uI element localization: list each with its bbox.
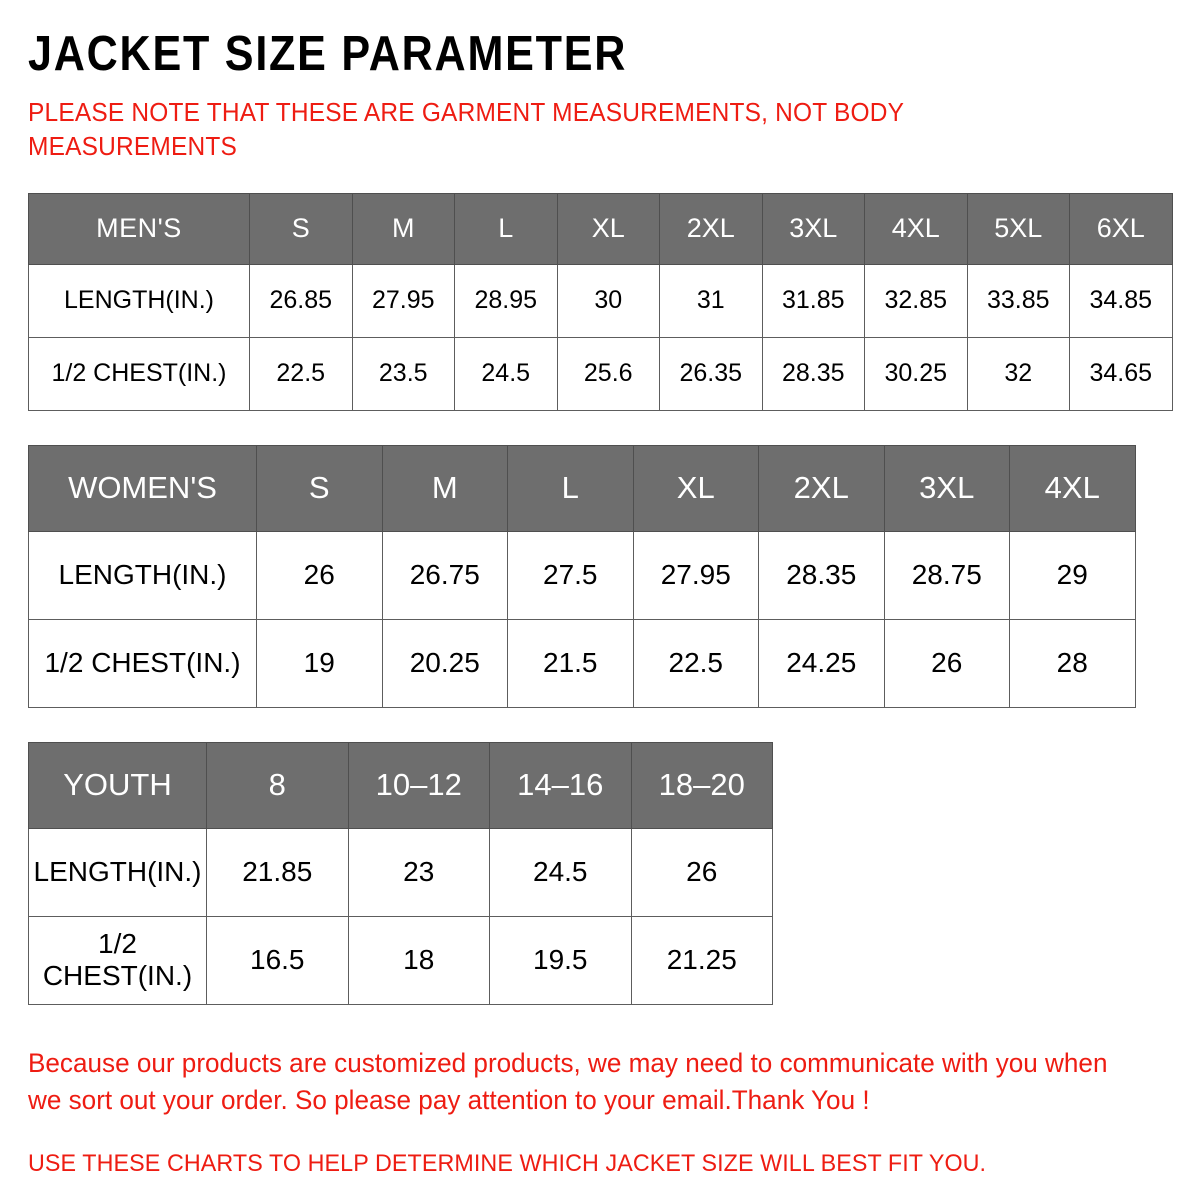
- mens-size-header-5xl: 5XL: [966, 192, 1070, 265]
- womens-size-header-l: L: [507, 444, 634, 532]
- page-title: JACKET SIZE PARAMETER: [28, 27, 628, 81]
- womens-chest-3xl: 26: [883, 618, 1010, 708]
- womens-length-xl: 27.95: [632, 530, 759, 620]
- womens-chest-s: 19: [256, 618, 383, 708]
- youth-header-row: YOUTH 8 10–12 14–16 18–20: [28, 741, 773, 829]
- womens-chest-l: 21.5: [507, 618, 634, 708]
- youth-length-label: LENGTH(IN.): [28, 827, 207, 917]
- mens-chest-3xl: 28.35: [761, 336, 865, 411]
- womens-length-4xl: 29: [1009, 530, 1136, 620]
- table-row: LENGTH(IN.) 26 26.75 27.5 27.95 28.35 28…: [28, 530, 1136, 620]
- womens-chest-m: 20.25: [381, 618, 508, 708]
- youth-chest-10-12: 18: [347, 915, 490, 1005]
- mens-chest-s: 22.5: [249, 336, 353, 411]
- youth-size-header-10-12: 10–12: [347, 741, 490, 829]
- mens-length-m: 27.95: [351, 263, 455, 338]
- womens-size-header-4xl: 4XL: [1009, 444, 1136, 532]
- mens-length-l: 28.95: [454, 263, 558, 338]
- womens-length-l: 27.5: [507, 530, 634, 620]
- womens-length-s: 26: [256, 530, 383, 620]
- mens-size-header-s: S: [249, 192, 353, 265]
- footer-notes: Because our products are customized prod…: [28, 1045, 1172, 1179]
- mens-size-table: MEN'S S M L XL 2XL 3XL 4XL 5XL 6XL LENGT…: [28, 192, 1173, 411]
- youth-chest-8: 16.5: [206, 915, 349, 1005]
- mens-size-header-3xl: 3XL: [761, 192, 865, 265]
- table-row: 1/2 CHEST(IN.) 16.5 18 19.5 21.25: [28, 915, 773, 1005]
- youth-chest-14-16: 19.5: [489, 915, 632, 1005]
- mens-chest-2xl: 26.35: [659, 336, 763, 411]
- table-row: 1/2 CHEST(IN.) 19 20.25 21.5 22.5 24.25 …: [28, 618, 1136, 708]
- mens-chest-label: 1/2 CHEST(IN.): [28, 336, 250, 411]
- womens-size-header-m: M: [381, 444, 508, 532]
- table-row: LENGTH(IN.) 26.85 27.95 28.95 30 31 31.8…: [28, 263, 1173, 338]
- mens-chest-m: 23.5: [351, 336, 455, 411]
- customization-note: Because our products are customized prod…: [28, 1047, 1108, 1116]
- youth-size-header-8: 8: [206, 741, 349, 829]
- measurement-disclaimer: PLEASE NOTE THAT THESE ARE GARMENT MEASU…: [28, 99, 904, 161]
- womens-chest-xl: 22.5: [632, 618, 759, 708]
- chart-usage-note: USE THESE CHARTS TO HELP DETERMINE WHICH…: [28, 1150, 987, 1178]
- mens-chest-xl: 25.6: [556, 336, 660, 411]
- youth-chest-label: 1/2 CHEST(IN.): [28, 915, 207, 1005]
- youth-size-header-18-20: 18–20: [630, 741, 773, 829]
- youth-chest-18-20: 21.25: [630, 915, 773, 1005]
- table-row: 1/2 CHEST(IN.) 22.5 23.5 24.5 25.6 26.35…: [28, 336, 1173, 411]
- mens-size-header-2xl: 2XL: [659, 192, 763, 265]
- youth-length-8: 21.85: [206, 827, 349, 917]
- womens-size-header-2xl: 2XL: [758, 444, 885, 532]
- youth-length-18-20: 26: [630, 827, 773, 917]
- mens-length-4xl: 32.85: [864, 263, 968, 338]
- womens-category-label: WOMEN'S: [28, 444, 257, 532]
- womens-length-label: LENGTH(IN.): [28, 530, 257, 620]
- mens-size-header-xl: XL: [556, 192, 660, 265]
- youth-length-10-12: 23: [347, 827, 490, 917]
- mens-chest-5xl: 32: [966, 336, 1070, 411]
- mens-chest-6xl: 34.65: [1069, 336, 1173, 411]
- mens-length-5xl: 33.85: [966, 263, 1070, 338]
- mens-header-row: MEN'S S M L XL 2XL 3XL 4XL 5XL 6XL: [28, 192, 1173, 265]
- mens-length-2xl: 31: [659, 263, 763, 338]
- youth-size-header-14-16: 14–16: [489, 741, 632, 829]
- womens-chest-4xl: 28: [1009, 618, 1136, 708]
- mens-size-header-m: M: [351, 192, 455, 265]
- youth-length-14-16: 24.5: [489, 827, 632, 917]
- youth-category-label: YOUTH: [28, 741, 207, 829]
- mens-length-label: LENGTH(IN.): [28, 263, 250, 338]
- mens-length-s: 26.85: [249, 263, 353, 338]
- womens-size-header-xl: XL: [632, 444, 759, 532]
- mens-length-6xl: 34.85: [1069, 263, 1173, 338]
- womens-size-table: WOMEN'S S M L XL 2XL 3XL 4XL LENGTH(IN.)…: [28, 444, 1136, 708]
- mens-chest-4xl: 30.25: [864, 336, 968, 411]
- mens-size-header-l: L: [454, 192, 558, 265]
- table-row: LENGTH(IN.) 21.85 23 24.5 26: [28, 827, 773, 917]
- womens-size-header-s: S: [256, 444, 383, 532]
- mens-chest-l: 24.5: [454, 336, 558, 411]
- mens-size-header-6xl: 6XL: [1069, 192, 1173, 265]
- mens-category-label: MEN'S: [28, 192, 250, 265]
- womens-size-header-3xl: 3XL: [883, 444, 1010, 532]
- womens-chest-label: 1/2 CHEST(IN.): [28, 618, 257, 708]
- womens-chest-2xl: 24.25: [758, 618, 885, 708]
- youth-size-table: YOUTH 8 10–12 14–16 18–20 LENGTH(IN.) 21…: [28, 741, 773, 1005]
- womens-header-row: WOMEN'S S M L XL 2XL 3XL 4XL: [28, 444, 1136, 532]
- mens-size-header-4xl: 4XL: [864, 192, 968, 265]
- mens-length-xl: 30: [556, 263, 660, 338]
- womens-length-2xl: 28.35: [758, 530, 885, 620]
- womens-length-3xl: 28.75: [883, 530, 1010, 620]
- mens-length-3xl: 31.85: [761, 263, 865, 338]
- womens-length-m: 26.75: [381, 530, 508, 620]
